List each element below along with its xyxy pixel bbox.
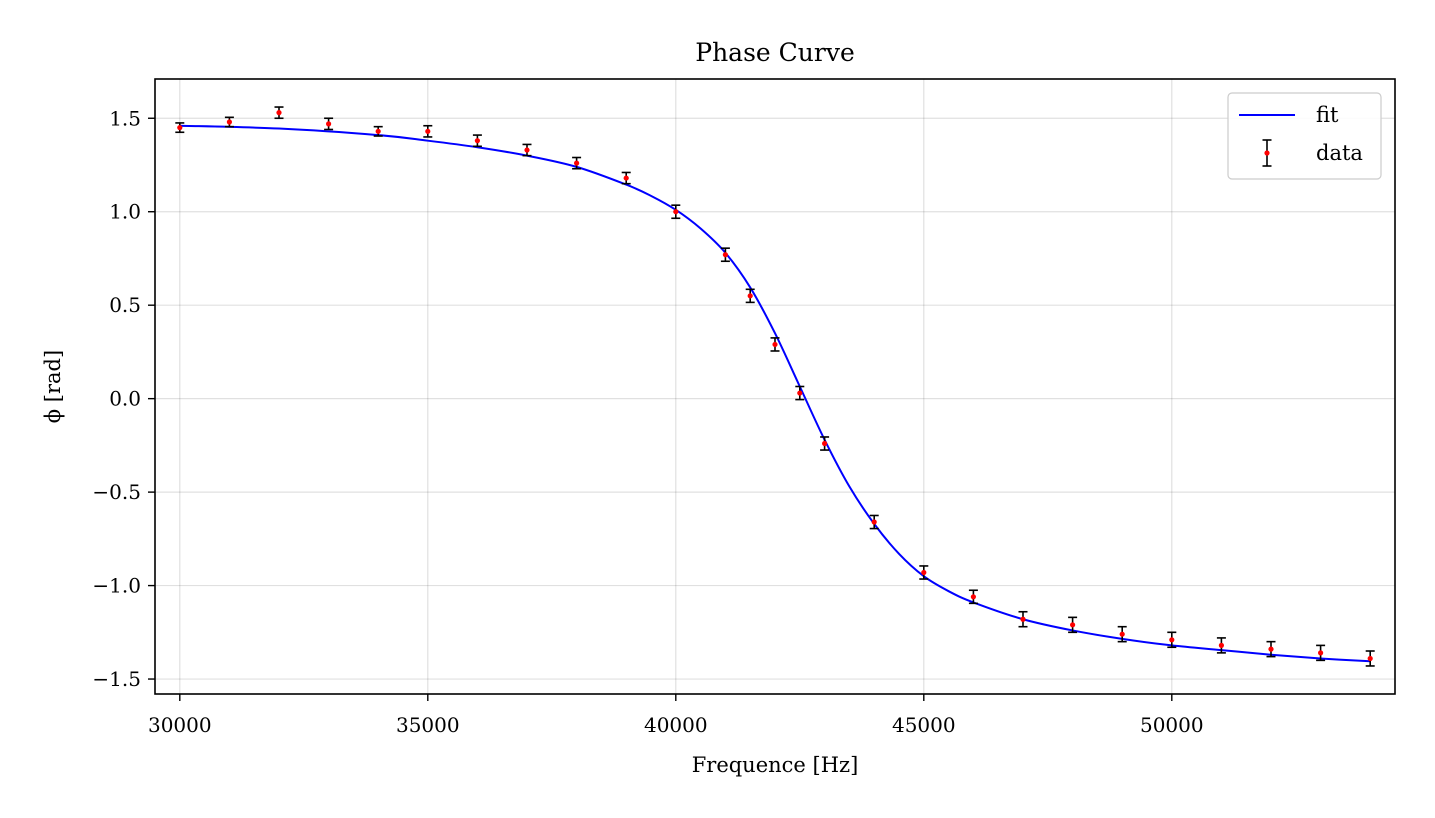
data-marker — [623, 175, 629, 181]
data-marker — [797, 390, 803, 396]
data-point — [795, 385, 805, 401]
data-point — [1167, 631, 1177, 649]
data-marker — [1119, 631, 1125, 637]
data-marker — [772, 341, 778, 348]
chart-title: Phase Curve — [695, 38, 855, 67]
data-marker — [177, 125, 183, 131]
y-axis-title: ϕ [rad] — [41, 350, 65, 423]
fit-line — [179, 124, 1371, 663]
data-point — [919, 565, 929, 580]
x-tick-label: 45000 — [892, 713, 956, 737]
data-point — [1216, 637, 1226, 654]
x-axis: 30000 35000 40000 45000 50000 — [148, 694, 1204, 737]
y-tick-label: −1.0 — [92, 574, 141, 598]
data-point — [175, 122, 185, 134]
data-marker — [375, 128, 381, 134]
data-marker — [822, 440, 828, 447]
data-marker — [871, 519, 877, 525]
data-point — [621, 171, 631, 185]
data-marker — [524, 147, 530, 153]
data-point — [1365, 650, 1375, 667]
data-point — [423, 124, 433, 138]
data-marker — [226, 119, 232, 125]
data-marker — [747, 293, 753, 299]
y-tick-label: −1.5 — [92, 667, 141, 691]
data-point — [1068, 616, 1078, 634]
legend-data-swatch — [1262, 139, 1272, 167]
data-point — [224, 116, 234, 128]
data-point — [1266, 640, 1276, 658]
legend-box — [1227, 92, 1382, 180]
data-marker — [425, 128, 431, 134]
x-tick-label: 30000 — [148, 713, 212, 737]
data-point — [671, 204, 681, 220]
data-marker — [1218, 642, 1224, 648]
data-point — [274, 106, 284, 120]
data-marker — [1020, 616, 1026, 622]
data-marker — [1169, 637, 1175, 643]
data-point — [572, 156, 582, 170]
data-point — [745, 288, 755, 304]
data-point — [324, 117, 334, 131]
data-marker — [326, 121, 332, 127]
data-point — [820, 436, 830, 451]
data-point — [770, 337, 780, 352]
y-tick-label: 0.5 — [109, 293, 141, 317]
data-marker — [574, 160, 580, 166]
data-marker — [474, 138, 480, 144]
data-point — [1117, 625, 1127, 643]
data-point — [373, 125, 383, 137]
data-point — [522, 143, 532, 157]
legend-fit-label: fit — [1316, 103, 1339, 127]
plot-frame — [154, 78, 1396, 695]
data-point — [720, 247, 730, 263]
data-marker — [722, 252, 729, 258]
data-marker — [1367, 655, 1373, 662]
legend: fit data — [1227, 92, 1382, 180]
fit-series — [179, 124, 1371, 663]
data-marker — [1318, 650, 1324, 656]
legend-data-label: data — [1316, 141, 1363, 165]
x-tick-label: 50000 — [1140, 713, 1204, 737]
y-axis: 1.5 1.0 0.5 0.0 −0.5 −1.0 −1.5 — [92, 106, 155, 691]
data-point — [472, 134, 482, 148]
data-point — [1018, 610, 1028, 628]
grid — [155, 79, 1395, 694]
data-point — [968, 589, 978, 605]
x-tick-label: 35000 — [396, 713, 460, 737]
data-marker — [276, 110, 282, 116]
y-tick-label: 1.0 — [109, 200, 141, 224]
y-tick-label: −0.5 — [92, 480, 141, 504]
data-point — [1316, 644, 1326, 662]
x-tick-label: 40000 — [644, 713, 708, 737]
data-marker — [970, 594, 977, 600]
data-marker — [921, 569, 927, 576]
data-point — [869, 514, 879, 530]
data-marker — [673, 209, 679, 215]
y-tick-label: 0.0 — [109, 387, 141, 411]
x-axis-title: Frequence [Hz] — [692, 753, 859, 777]
data-series — [175, 106, 1375, 667]
data-marker — [1268, 646, 1274, 652]
legend-data-marker — [1264, 150, 1270, 156]
y-tick-label: 1.5 — [109, 106, 141, 130]
data-marker — [1070, 622, 1076, 628]
